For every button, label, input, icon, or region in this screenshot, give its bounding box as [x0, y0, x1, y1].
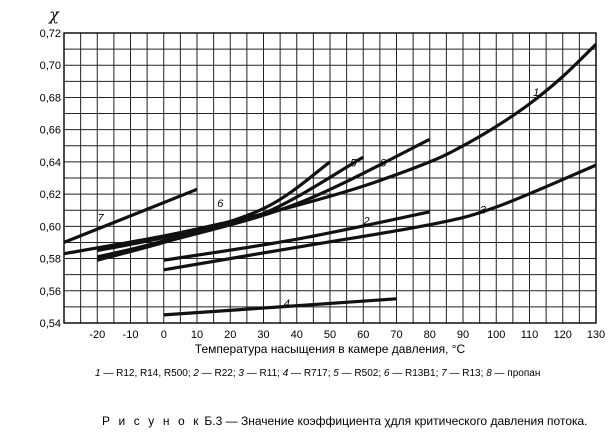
series-lines	[63, 43, 598, 317]
legend-number: 8	[486, 368, 492, 379]
y-tick-label: 0,56	[40, 286, 61, 298]
series-labels: 1 2 3 4 5 6 7 8	[98, 87, 540, 310]
y-tick-labels: 0,54 0,56 0,58 0,60 0,62 0,64 0,66 0,68 0,70 0,72	[40, 28, 61, 330]
series-label-2: 2	[363, 216, 370, 228]
series-line-1	[63, 43, 598, 256]
x-tick-label: 10	[191, 329, 203, 341]
series-line-6	[96, 160, 331, 259]
legend-entry: — R11;	[243, 368, 283, 379]
y-tick-label: 0,68	[40, 92, 61, 104]
legend-entry: — R13;	[446, 368, 487, 379]
x-tick-label: -10	[123, 329, 139, 341]
series-label-3: 3	[480, 204, 487, 216]
legend-entry: — R717;	[288, 368, 334, 379]
x-tick-label: 90	[457, 329, 469, 341]
x-tick-label: 30	[257, 329, 269, 341]
caption-prefix: Р и с у н о к	[102, 414, 202, 428]
series-label-7: 7	[98, 213, 105, 225]
y-tick-label: 0,54	[40, 318, 61, 330]
figure-caption: Р и с у н о к Б.3 — Значение коэффициент…	[102, 414, 588, 428]
x-tick-label: -20	[89, 329, 105, 341]
legend-entry: — R12, R14, R500;	[100, 368, 194, 379]
legend-entry: — R13B1;	[389, 368, 442, 379]
legend-entry: — R502;	[338, 368, 384, 379]
series-line-2	[163, 210, 431, 262]
x-tick-label: 0	[161, 329, 167, 341]
series-label-5: 5	[350, 158, 357, 170]
series-label-8: 8	[380, 158, 387, 170]
x-tick-label: 60	[357, 329, 369, 341]
series-label-1: 1	[533, 87, 539, 99]
legend-number: 7	[441, 368, 447, 379]
plot-frame	[63, 32, 597, 324]
legend-number: 5	[333, 368, 339, 379]
x-tick-label: 70	[390, 329, 402, 341]
x-axis-label: Температура насыщения в камере давления,…	[195, 342, 466, 356]
y-axis-label: χ	[48, 5, 60, 24]
y-tick-label: 0,60	[40, 221, 61, 233]
y-tick-label: 0,64	[40, 157, 61, 169]
x-tick-label: 40	[291, 329, 303, 341]
x-tick-label: 100	[487, 329, 505, 341]
y-tick-label: 0,58	[40, 254, 61, 266]
legend-number: 1	[95, 368, 101, 379]
x-tick-label: 110	[521, 329, 539, 341]
legend: 1 — R12, R14, R500; 2 — R22; 3 — R11; 4 …	[95, 368, 540, 379]
x-tick-label: 20	[224, 329, 236, 341]
x-tick-label: 50	[324, 329, 336, 341]
series-label-4: 4	[284, 298, 290, 310]
chart-grid	[63, 32, 597, 324]
y-tick-label: 0,70	[40, 60, 61, 72]
series-line-7	[63, 187, 198, 244]
legend-entry: — R22;	[198, 368, 239, 379]
legend-entry: — пропан	[491, 368, 541, 379]
series-line-4	[163, 297, 397, 317]
x-tick-label: 130	[587, 329, 605, 341]
legend-number: 6	[383, 368, 390, 379]
y-tick-label: 0,62	[40, 189, 61, 201]
series-line-8	[96, 137, 431, 262]
legend-number: 3	[238, 368, 244, 379]
legend-number: 2	[193, 368, 199, 379]
y-tick-label: 0,66	[40, 125, 61, 137]
x-tick-labels: -20 -10 0 10 20 30 40 50 60 70 80 90 100 110 120 130	[89, 329, 605, 341]
x-tick-label: 80	[424, 329, 436, 341]
legend-number: 4	[282, 368, 289, 379]
x-tick-label: 120	[554, 329, 572, 341]
y-tick-label: 0,72	[40, 28, 61, 40]
series-label-6: 6	[217, 198, 224, 210]
caption-text: Б.3 — Значение коэффициента χдля критиче…	[201, 414, 588, 428]
series-line-3	[163, 163, 597, 272]
